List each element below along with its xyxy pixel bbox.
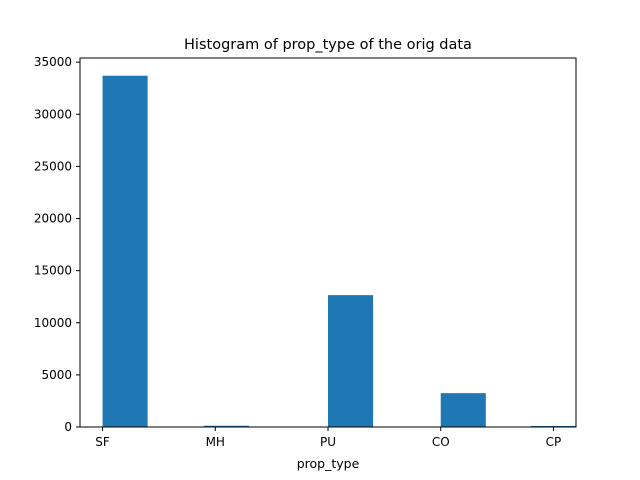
histogram-bar-sf	[102, 75, 148, 427]
histogram-bar-pu	[328, 295, 374, 427]
histogram-bar-co	[440, 393, 486, 427]
x-tick-label-cp: CP	[546, 435, 562, 449]
x-tick-label-co: CO	[432, 435, 450, 449]
y-tick-label: 35000	[34, 55, 72, 69]
y-tick-label: 30000	[34, 107, 72, 121]
x-tick-label-sf: SF	[95, 435, 110, 449]
x-axis-label: prop_type	[297, 456, 360, 471]
y-tick-label: 5000	[41, 368, 72, 382]
histogram-bar-cp	[530, 425, 576, 427]
y-axis: 0 5000 10000 15000 20000 25000 30000 35000	[34, 55, 80, 434]
x-tick-label-pu: PU	[320, 435, 336, 449]
y-tick-label: 20000	[34, 212, 72, 226]
y-tick-label: 0	[64, 420, 72, 434]
x-tick-label-mh: MH	[206, 435, 225, 449]
bars-group	[102, 75, 576, 427]
y-tick-label: 15000	[34, 264, 72, 278]
y-tick-label: 25000	[34, 159, 72, 173]
chart-title: Histogram of prop_type of the orig data	[184, 37, 472, 53]
x-axis: SF MH PU CO CP	[95, 427, 561, 449]
plot-frame	[79, 57, 577, 428]
histogram-bar-mh	[204, 425, 250, 427]
y-tick-label: 10000	[34, 316, 72, 330]
